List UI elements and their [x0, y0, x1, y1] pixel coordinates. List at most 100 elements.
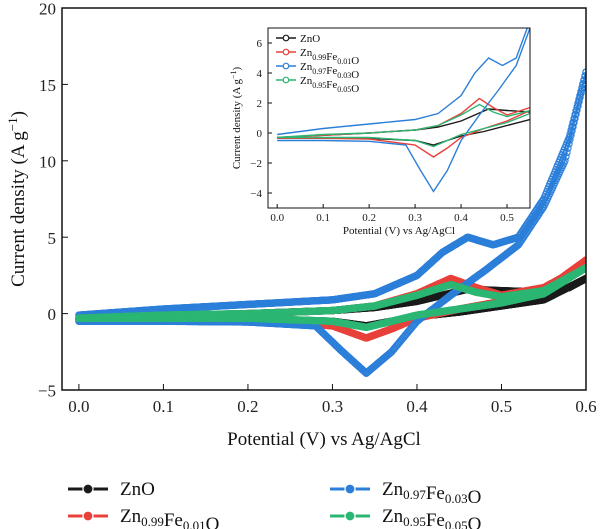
legend-text-part: Zn	[382, 506, 404, 527]
main-data-point	[579, 81, 586, 89]
main-data-point	[562, 152, 570, 161]
inset-y-axis-title-tail: )	[231, 67, 243, 71]
main-data-point	[75, 314, 83, 322]
inset-y-tick-label: −2	[250, 158, 262, 170]
inset-legend-label: Zn0.97Fe0.03O	[300, 61, 359, 81]
legend-text-subscript: 0.01	[337, 57, 351, 66]
legend-text-part: Fe	[426, 510, 445, 529]
inset-background	[268, 28, 530, 208]
inset-series-line-2	[277, 28, 530, 193]
main-y-tick-label: 5	[48, 229, 57, 248]
main-x-tick-label: 0.3	[322, 397, 343, 416]
main-legend-label: ZnO	[120, 479, 155, 500]
inset-y-axis-title: Current density (A g−1)	[229, 67, 243, 170]
main-legend-label: Zn0.95Fe0.05O	[382, 506, 481, 529]
main-legend-swatch-marker	[344, 483, 356, 495]
main-plot-frame	[61, 7, 587, 391]
legend-text-part: Fe	[326, 79, 337, 91]
legend-text-subscript: 0.95	[403, 514, 426, 529]
inset-legend-swatch-marker	[282, 76, 290, 84]
main-series-3	[75, 264, 586, 332]
legend-text-part: Zn	[300, 47, 313, 59]
main-x-axis-title: Potential (V) vs Ag/AgCl	[227, 429, 421, 450]
legend-text-subscript: 0.97	[403, 487, 426, 502]
legend-text-part: Fe	[326, 65, 337, 77]
inset-y-axis-title-sup: −1	[229, 71, 238, 80]
legend-text-subscript: 0.99	[141, 514, 164, 529]
inset-series-line-0	[277, 108, 530, 146]
inset-series-3	[277, 103, 530, 148]
inset-x-tick-label: 0.3	[408, 212, 422, 224]
main-legend-swatch-marker	[82, 483, 94, 495]
legend-text-part: Zn	[300, 61, 313, 73]
legend-text-part: Fe	[426, 483, 445, 504]
inset-x-tick-label: 0.5	[500, 212, 514, 224]
inset-y-tick-label: 4	[257, 68, 263, 80]
main-data-point	[565, 140, 573, 148]
main-x-tick-label: 0.4	[406, 397, 428, 416]
legend-text-part: O	[468, 487, 482, 508]
legend-text-part: O	[351, 83, 359, 95]
legend-text-part: O	[351, 55, 359, 67]
legend-text-part: Zn	[300, 75, 313, 87]
main-legend-label: Zn0.97Fe0.03O	[382, 479, 481, 508]
legend-text-part: Fe	[164, 510, 183, 529]
main-data-point	[564, 144, 572, 152]
inset-x-ticks: 0.0 0.1 0.2 0.3 0.4 0.5	[270, 204, 514, 224]
main-data-point	[566, 135, 574, 144]
main-x-ticks: 0.0 0.1 0.2 0.3 0.4 0.5 0.6	[68, 384, 597, 416]
legend-text-subscript: 0.97	[312, 67, 326, 76]
legend-text-part: O	[351, 69, 359, 81]
legend-text-part: Zn	[120, 479, 142, 500]
main-y-axis-title: Current density (A g−1)	[5, 111, 29, 287]
main-data-point	[575, 97, 583, 106]
legend-text-subscript: 0.05	[337, 85, 351, 94]
legend-text-subscript: 0.99	[312, 53, 326, 62]
main-x-tick-label: 0.6	[575, 397, 596, 416]
legend-text-subscript: 0.03	[337, 71, 351, 80]
main-x-tick-label: 0.1	[153, 397, 174, 416]
inset-legend-swatch-marker	[282, 62, 290, 70]
inset-y-ticks: −4 −2 0 2 4 6	[250, 38, 272, 200]
inset-x-tick-label: 0.0	[270, 212, 284, 224]
main-x-tick-label: 0.5	[491, 397, 512, 416]
inset-y-tick-label: 0	[257, 128, 263, 140]
main-data-point	[568, 122, 576, 131]
inset-series-2	[277, 28, 530, 193]
inset-plot: 0.0 0.1 0.2 0.3 0.4 0.5 −4 −2 0 2 4 6 Potential (V…	[229, 27, 531, 237]
inset-series-group	[277, 28, 530, 193]
main-data-point	[573, 106, 581, 114]
main-data-point	[576, 93, 584, 102]
main-y-tick-label: 0	[48, 305, 57, 324]
inset-x-tick-label: 0.1	[316, 212, 330, 224]
inset-legend-label: Zn0.95Fe0.05O	[300, 75, 359, 95]
main-data-point	[563, 148, 571, 157]
inset-legend-label: Zn0.99Fe0.01O	[300, 47, 359, 67]
inset-series-line-3	[277, 103, 530, 148]
inset-plot-frame	[267, 27, 531, 209]
main-data-point	[568, 127, 576, 136]
legend-text-part: O	[141, 479, 155, 500]
main-data-point	[570, 119, 578, 127]
main-data-point	[567, 131, 575, 140]
legend-text-part: Zn	[120, 506, 142, 527]
inset-legend-swatch-marker	[282, 34, 290, 42]
main-data-point	[571, 114, 579, 123]
main-legend-swatch-marker	[344, 510, 356, 522]
inset-legend-label: ZnO	[300, 33, 320, 45]
main-data-point	[574, 102, 582, 110]
main-data-point	[578, 85, 586, 93]
main-x-tick-label: 0.2	[237, 397, 258, 416]
main-y-tick-label: −5	[38, 382, 56, 401]
inset-legend: ZnOZn0.99Fe0.01OZn0.97Fe0.03OZn0.95Fe0.0…	[276, 33, 359, 95]
legend-text-subscript: 0.95	[312, 81, 326, 90]
legend-text-subscript: 0.03	[445, 491, 468, 506]
main-data-point	[569, 123, 577, 131]
main-legend: ZnOZn0.99Fe0.01OZn0.97Fe0.03OZn0.95Fe0.0…	[68, 479, 481, 529]
inset-x-axis-title: Potential (V) vs Ag/AgCl	[343, 225, 455, 237]
main-data-point	[581, 72, 586, 81]
legend-text-part: O	[312, 33, 320, 45]
main-y-tick-label: 15	[39, 76, 56, 95]
main-series-group	[75, 68, 586, 377]
legend-text-part: Zn	[382, 479, 404, 500]
